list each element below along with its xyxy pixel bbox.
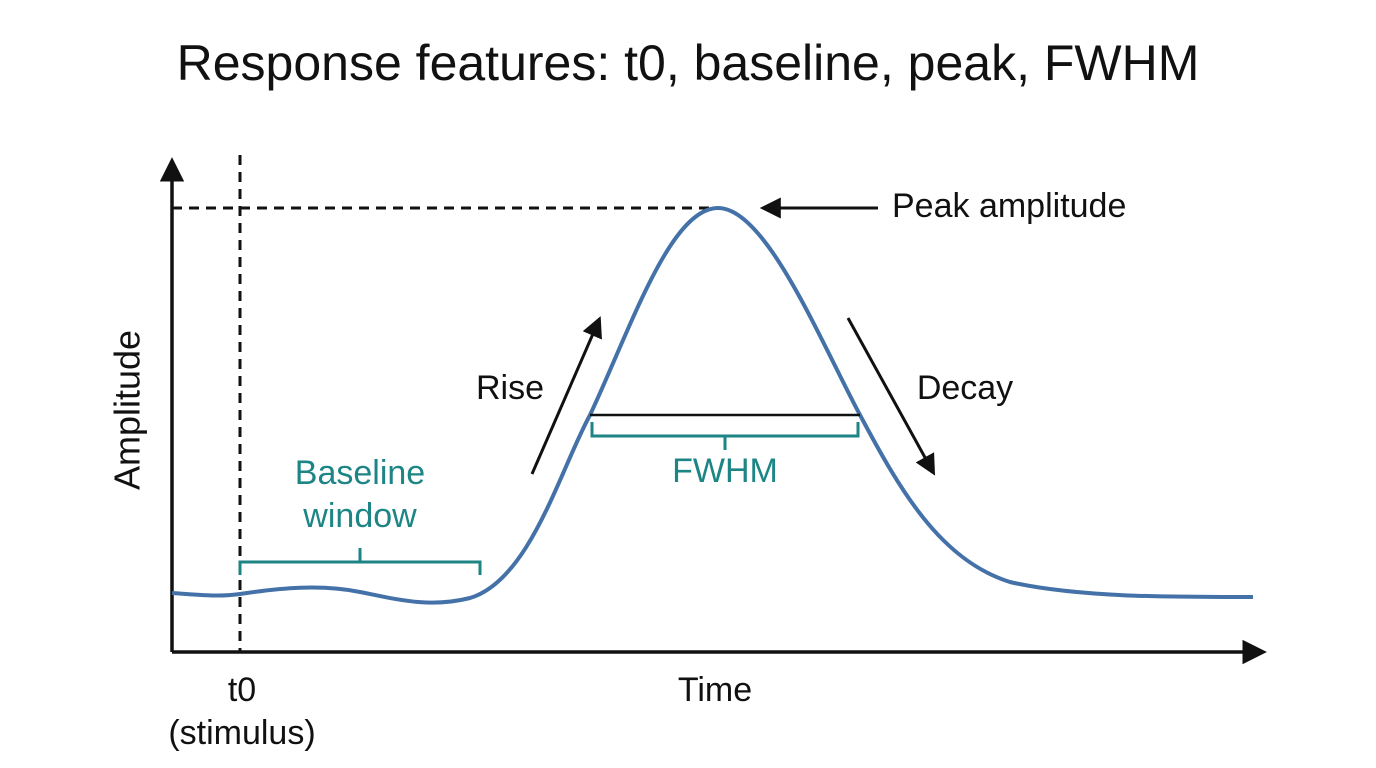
rise-label: Rise — [476, 369, 544, 407]
peak-label: Peak amplitude — [892, 187, 1126, 225]
title: Response features: t0, baseline, peak, F… — [177, 35, 1200, 91]
y-axis-label: Amplitude — [107, 330, 148, 490]
decay-label: Decay — [917, 369, 1013, 407]
x-axis-label: Time — [678, 671, 752, 709]
baseline-bracket — [238, 548, 482, 575]
t0-label: (stimulus) — [168, 714, 315, 752]
response-curve — [171, 205, 1254, 605]
t0-label: t0 — [228, 671, 256, 709]
rise-arrow — [530, 316, 602, 475]
decay-arrow — [846, 317, 936, 476]
fwhm-bracket — [590, 422, 860, 450]
baseline-label: Baseline — [295, 454, 425, 492]
baseline-label: window — [302, 497, 417, 535]
fwhm-label: FWHM — [672, 452, 778, 490]
